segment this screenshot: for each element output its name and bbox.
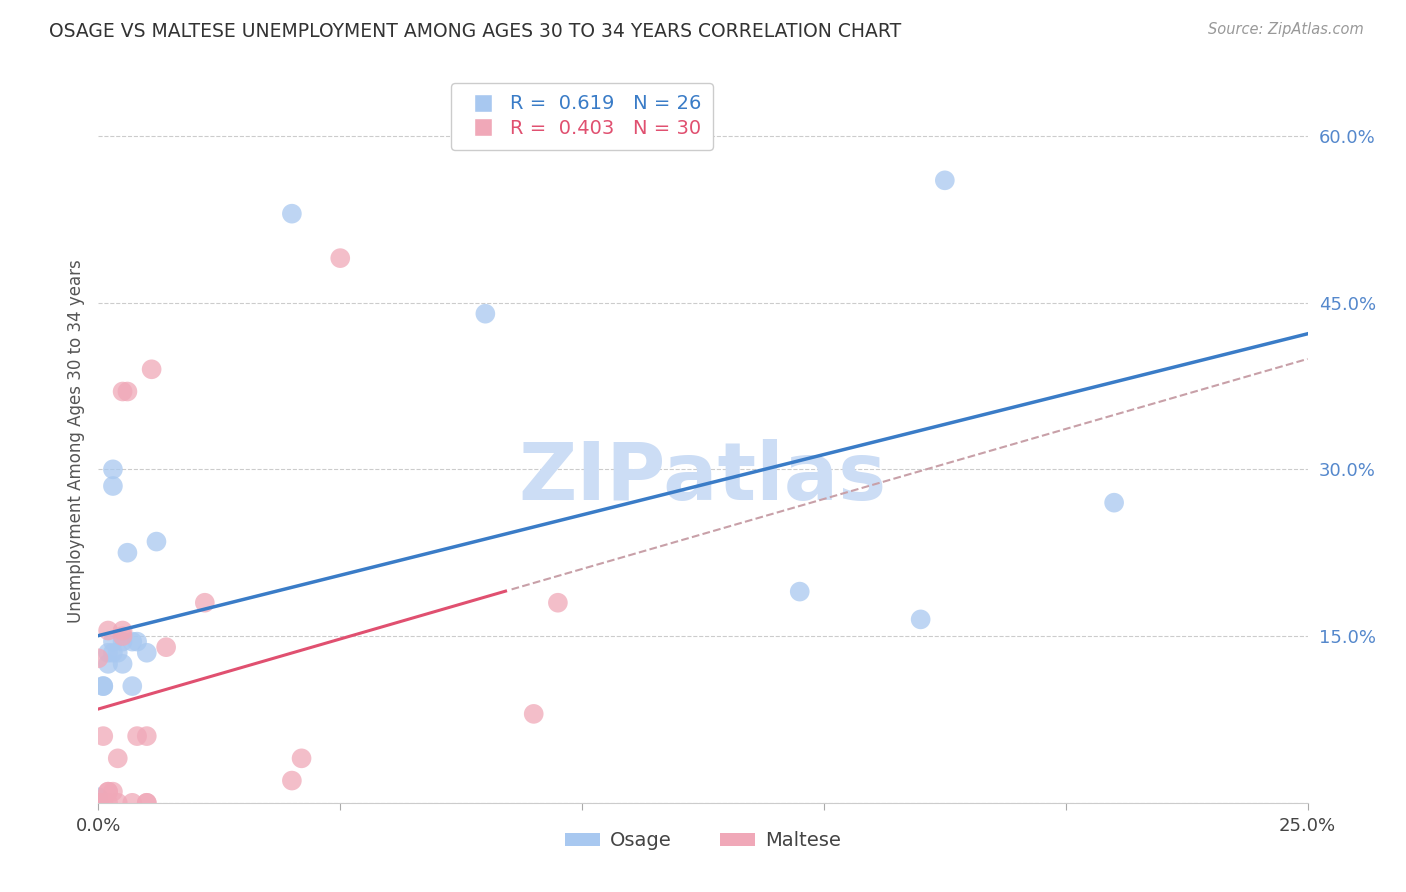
Point [107, 646, 129, 660]
Point [87, 796, 110, 810]
Point [290, 751, 312, 765]
Point [101, 646, 124, 660]
Point [87, 796, 110, 810]
Point [121, 796, 143, 810]
Point [107, 751, 129, 765]
Point [547, 596, 569, 610]
Point [111, 634, 134, 648]
Point [87, 796, 110, 810]
Point [474, 307, 496, 321]
Point [111, 624, 134, 638]
Point [87, 651, 110, 665]
Point [121, 679, 143, 693]
Point [91, 679, 114, 693]
Point [281, 207, 304, 221]
Point [101, 634, 124, 648]
Point [141, 362, 163, 376]
Point [111, 384, 134, 399]
Point [281, 773, 304, 788]
Text: OSAGE VS MALTESE UNEMPLOYMENT AMONG AGES 30 TO 34 YEARS CORRELATION CHART: OSAGE VS MALTESE UNEMPLOYMENT AMONG AGES… [49, 22, 901, 41]
Point [91, 796, 114, 810]
Point [97, 646, 120, 660]
Point [87, 796, 110, 810]
Point [910, 612, 932, 626]
Y-axis label: Unemployment Among Ages 30 to 34 years: Unemployment Among Ages 30 to 34 years [66, 260, 84, 624]
Point [523, 706, 546, 721]
Point [91, 729, 114, 743]
Point [194, 596, 217, 610]
Point [117, 384, 139, 399]
Point [97, 785, 120, 799]
Point [97, 796, 120, 810]
Point [127, 634, 149, 648]
Point [97, 624, 120, 638]
Point [127, 729, 149, 743]
Point [107, 796, 129, 810]
Text: ZIPatlas: ZIPatlas [519, 439, 887, 516]
Point [91, 679, 114, 693]
Point [1102, 496, 1125, 510]
Point [934, 173, 956, 187]
Legend: Osage, Maltese: Osage, Maltese [557, 823, 849, 858]
Point [789, 584, 811, 599]
Point [111, 657, 134, 671]
Point [117, 546, 139, 560]
Point [87, 796, 110, 810]
Point [97, 657, 120, 671]
Text: Source: ZipAtlas.com: Source: ZipAtlas.com [1208, 22, 1364, 37]
Point [329, 251, 352, 265]
Point [87, 790, 110, 805]
Point [135, 729, 157, 743]
Point [155, 640, 177, 655]
Point [145, 534, 167, 549]
Point [101, 479, 124, 493]
Point [135, 796, 157, 810]
Point [135, 646, 157, 660]
Point [101, 462, 124, 476]
Point [97, 785, 120, 799]
Point [111, 629, 134, 643]
Point [101, 785, 124, 799]
Point [135, 796, 157, 810]
Point [121, 634, 143, 648]
